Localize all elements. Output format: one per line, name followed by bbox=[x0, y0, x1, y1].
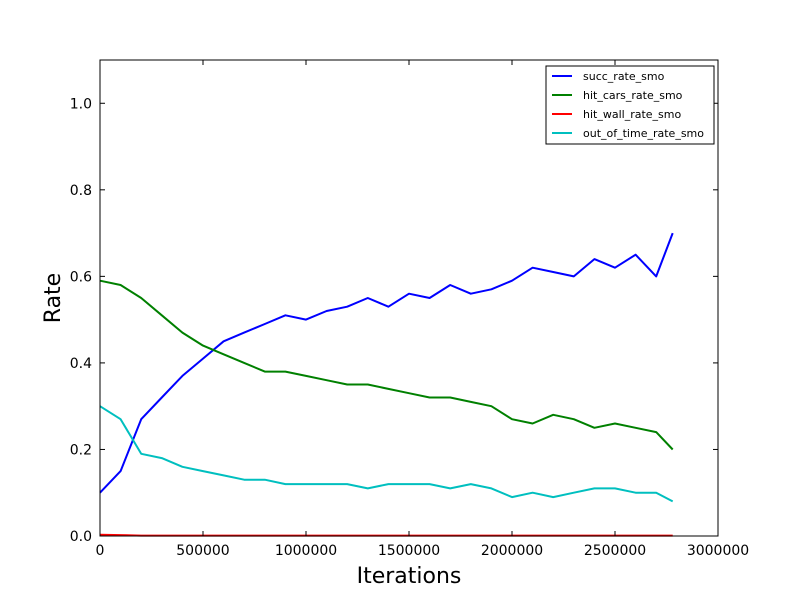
y-tick-label: 1.0 bbox=[70, 96, 92, 112]
y-tick-label: 0.6 bbox=[70, 269, 92, 285]
legend-box bbox=[545, 65, 715, 145]
tick-layer: 0 500000 1000000 1500000 2000000 2500000 30000… bbox=[70, 60, 749, 559]
x-tick-label: 0 bbox=[96, 543, 105, 559]
series-line-succ-rate-smo bbox=[99, 232, 674, 494]
y-tick-label: 0.4 bbox=[70, 356, 92, 372]
x-tick-label: 500000 bbox=[176, 543, 229, 559]
x-tick-label: 2000000 bbox=[481, 543, 543, 559]
y-tick-label: 0.2 bbox=[70, 442, 92, 458]
x-tick-label: 1500000 bbox=[378, 543, 440, 559]
y-tick-label: 0.8 bbox=[70, 183, 92, 199]
x-tick-label: 3000000 bbox=[687, 543, 749, 559]
y-tick-label: 0.0 bbox=[70, 529, 92, 545]
x-tick-label: 2500000 bbox=[584, 543, 646, 559]
x-tick-label: 1000000 bbox=[275, 543, 337, 559]
legend: succ_rate_smo hit_cars_rate_smo hit_wall_r… bbox=[545, 65, 715, 145]
legend-label: hit_cars_rate_smo bbox=[583, 89, 683, 102]
y-axis-label: Rate bbox=[41, 273, 66, 323]
legend-label: hit_wall_rate_smo bbox=[583, 108, 681, 121]
series-line-out-of-time-rate-smo bbox=[99, 405, 674, 503]
legend-label: succ_rate_smo bbox=[583, 70, 665, 83]
legend-label: out_of_time_rate_smo bbox=[583, 127, 704, 140]
series-line-hit-wall-rate-smo bbox=[99, 533, 673, 537]
x-axis-label: Iterations bbox=[357, 564, 462, 589]
series-line-hit-cars-rate-smo bbox=[99, 279, 674, 451]
